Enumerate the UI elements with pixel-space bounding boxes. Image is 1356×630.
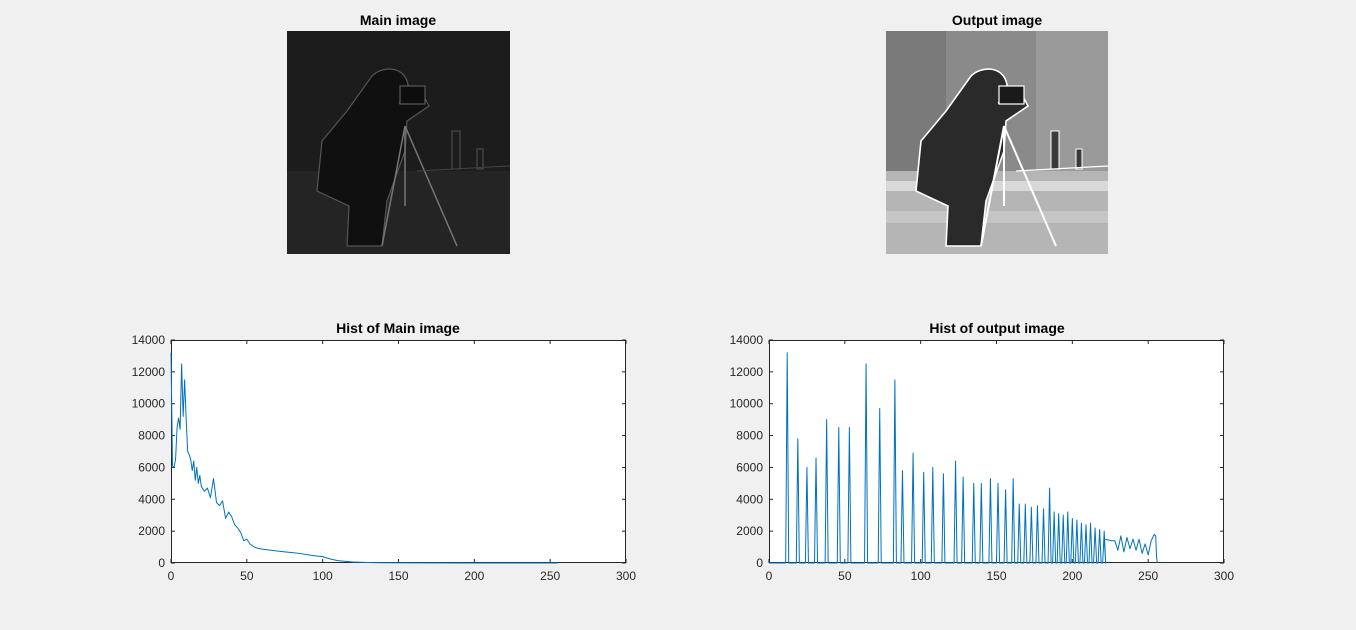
hist-output-ytick-label: 10000 [730, 397, 764, 411]
hist-output-ytick-label: 4000 [736, 492, 763, 506]
hist-main-ytick-label: 14000 [132, 333, 166, 347]
hist-main-ytick-label: 4000 [138, 492, 165, 506]
hist-output-ytick-label: 8000 [736, 429, 763, 443]
hist-output-title: Hist of output image [929, 320, 1065, 336]
hist-main-ytick-label: 10000 [132, 397, 166, 411]
hist-main-title: Hist of Main image [336, 320, 460, 336]
hist-output-xtick-label: 200 [1062, 569, 1082, 583]
hist-main-xtick-label: 300 [616, 569, 636, 583]
hist-main-xtick-label: 150 [388, 569, 408, 583]
hist-output-axes [769, 340, 1224, 563]
hist-output-series-line [769, 352, 1158, 564]
hist-main-ytick-label: 6000 [138, 460, 165, 474]
hist-main-xtick-label: 250 [540, 569, 560, 583]
hist-output-ytick-label: 12000 [730, 365, 764, 379]
hist-main-ytick-label: 2000 [138, 524, 165, 538]
output-image-title: Output image [951, 12, 1043, 28]
hist-main-xtick-label: 100 [313, 569, 333, 583]
hist-output-xtick-label: 250 [1138, 569, 1158, 583]
hist-output-xtick-label: 0 [766, 569, 773, 583]
hist-output-ytick-label: 2000 [736, 524, 763, 538]
main-image [287, 31, 510, 254]
hist-output-xtick-label: 150 [986, 569, 1006, 583]
hist-output-ytick-label: 14000 [730, 333, 764, 347]
hist-main-xtick-label: 0 [168, 569, 175, 583]
main-image-picture [287, 31, 510, 254]
output-image-picture [886, 31, 1108, 254]
hist-output-ytick-label: 6000 [736, 460, 763, 474]
hist-main-xtick-label: 50 [240, 569, 254, 583]
hist-main-series-line [170, 352, 558, 564]
hist-main-xtick-label: 200 [464, 569, 484, 583]
hist-output-xtick-label: 100 [911, 569, 931, 583]
hist-main-ytick-label: 0 [158, 556, 165, 570]
hist-output-xtick-label: 50 [838, 569, 852, 583]
hist-output-xtick-label: 300 [1214, 569, 1234, 583]
main-image-title: Main image [359, 12, 437, 28]
output-image [886, 31, 1108, 254]
hist-main-ytick-label: 8000 [138, 429, 165, 443]
hist-output-ytick-label: 0 [756, 556, 763, 570]
hist-main-ytick-label: 12000 [132, 365, 166, 379]
hist-main-axes [171, 340, 626, 563]
